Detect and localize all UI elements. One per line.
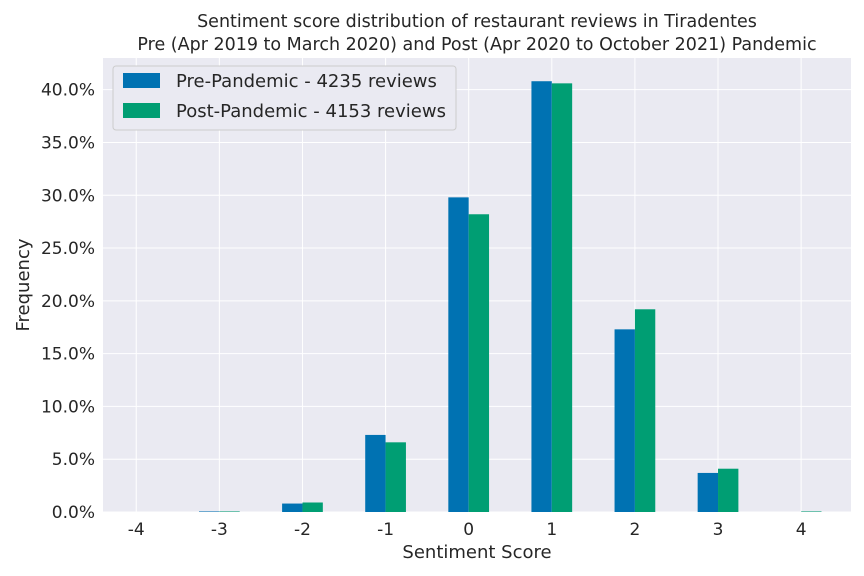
- y-tick-label: 40.0%: [41, 81, 95, 101]
- y-tick-label: 0.0%: [52, 503, 95, 523]
- y-tick-labels: 0.0% 5.0% 10.0% 15.0% 20.0% 25.0% 30.0% 35.0% 40…: [41, 81, 95, 523]
- legend-swatch-pre-pandemic: [123, 73, 160, 88]
- x-tick-label: 3: [713, 520, 724, 540]
- legend-swatch-post-pandemic: [123, 103, 160, 118]
- legend: Pre-Pandemic - 4235 reviews Post-Pandemi…: [112, 65, 457, 131]
- y-tick-label: 30.0%: [41, 186, 95, 206]
- x-tick-label: 1: [546, 520, 557, 540]
- bar-post-4: [801, 511, 822, 512]
- x-tick-label: 2: [629, 520, 640, 540]
- bar-post-3: [718, 468, 739, 512]
- bar-post--1: [385, 442, 406, 512]
- legend-label-pre-pandemic: Pre-Pandemic - 4235 reviews: [176, 71, 437, 92]
- chart-title: Sentiment score distribution of restaura…: [197, 12, 757, 32]
- legend-label-post-pandemic: Post-Pandemic - 4153 reviews: [176, 101, 446, 122]
- bar-pre--3: [198, 511, 220, 512]
- bar-pre-0: [448, 197, 469, 513]
- bar-pre--1: [365, 434, 386, 512]
- x-tick-labels: -4 -3 -2 -1 0 1 2 3 4: [128, 520, 807, 540]
- y-tick-label: 5.0%: [52, 450, 95, 470]
- y-tick-label: 10.0%: [41, 397, 95, 417]
- x-tick-label: -2: [294, 520, 311, 540]
- x-tick-label: -1: [377, 520, 394, 540]
- bar-post-2: [634, 309, 656, 512]
- legend-box: [112, 65, 457, 131]
- y-axis-label: Frequency: [13, 238, 34, 331]
- x-tick-label: -4: [128, 520, 145, 540]
- chart-subtitle: Pre (Apr 2019 to March 2020) and Post (A…: [137, 35, 816, 55]
- bar-pre-3: [697, 472, 719, 512]
- bar-pre--2: [282, 503, 303, 512]
- x-tick-label: 4: [796, 520, 807, 540]
- bar-pre-2: [614, 329, 635, 512]
- bar-pre-1: [531, 81, 552, 512]
- x-tick-label: 0: [463, 520, 474, 540]
- bar-post-1: [551, 83, 573, 512]
- bars: [198, 81, 822, 513]
- y-tick-label: 20.0%: [41, 292, 95, 312]
- y-tick-label: 35.0%: [41, 133, 95, 153]
- x-axis-label: Sentiment Score: [402, 542, 551, 563]
- bar-post--3: [219, 511, 240, 512]
- y-tick-label: 15.0%: [41, 345, 95, 365]
- bar-post--2: [302, 502, 323, 512]
- y-tick-label: 25.0%: [41, 239, 95, 259]
- x-tick-label: -3: [211, 520, 228, 540]
- bar-post-0: [468, 214, 490, 512]
